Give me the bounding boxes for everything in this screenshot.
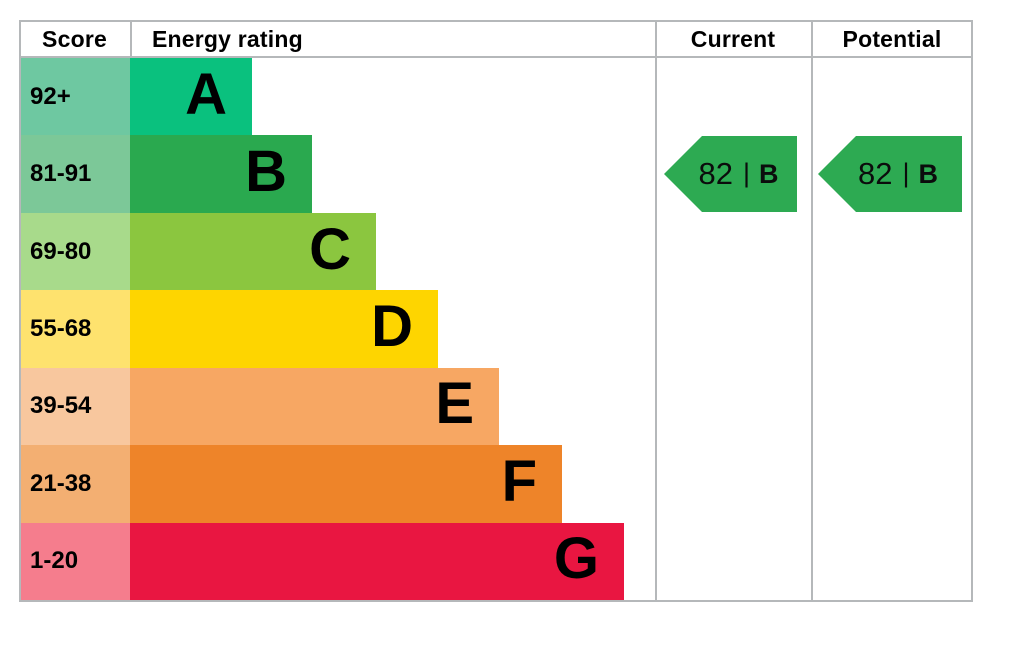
score-range-d: 55-68 bbox=[19, 290, 130, 368]
potential-rating-separator: | bbox=[902, 157, 910, 188]
epc-table: Score Energy rating Current Potential 92… bbox=[19, 20, 973, 602]
table-border-right bbox=[971, 20, 973, 602]
band-rows: 92+ A 81-91 B 69-80 C 55-68 D 39-54 E 21-38 F 1-20 G bbox=[19, 58, 655, 600]
score-range-f: 21-38 bbox=[19, 445, 130, 523]
potential-rating-arrow: 82 | B bbox=[818, 136, 962, 212]
potential-rating-band: B bbox=[918, 158, 939, 189]
band-row-f: 21-38 F bbox=[19, 445, 655, 523]
header-separator-line bbox=[19, 56, 973, 58]
band-letter-e: E bbox=[435, 371, 474, 437]
band-letter-a: A bbox=[185, 61, 227, 127]
table-border-bottom bbox=[19, 600, 973, 602]
score-column-separator-line bbox=[130, 20, 132, 58]
current-column-header: Current bbox=[690, 25, 776, 52]
current-rating-separator: | bbox=[742, 157, 750, 188]
band-bar-g: G bbox=[130, 522, 624, 600]
band-letter-f: F bbox=[501, 448, 537, 514]
score-column-header: Score bbox=[42, 25, 107, 52]
current-column-separator-line bbox=[655, 20, 657, 602]
band-letter-d: D bbox=[371, 293, 413, 359]
score-range-a: 92+ bbox=[19, 58, 130, 136]
band-row-e: 39-54 E bbox=[19, 367, 655, 446]
band-bar-b: B bbox=[130, 135, 312, 213]
potential-column-separator-line bbox=[811, 20, 813, 602]
score-range-g: 1-20 bbox=[19, 522, 130, 600]
table-border-left bbox=[19, 20, 21, 602]
table-border-top bbox=[19, 20, 973, 22]
current-rating-band: B bbox=[759, 158, 779, 189]
potential-column-header: Potential bbox=[842, 25, 942, 52]
band-row-d: 55-68 D bbox=[19, 290, 655, 368]
band-letter-c: C bbox=[309, 216, 351, 282]
band-bar-a: A bbox=[130, 58, 252, 136]
band-row-b: 81-91 B bbox=[19, 135, 655, 213]
energy-rating-column-header: Energy rating bbox=[152, 25, 303, 52]
potential-rating-score: 82 bbox=[858, 156, 893, 191]
band-bar-e: E bbox=[130, 367, 499, 446]
band-row-g: 1-20 G bbox=[19, 522, 655, 600]
band-bar-d: D bbox=[130, 290, 438, 368]
band-bar-c: C bbox=[130, 212, 376, 291]
band-letter-b: B bbox=[245, 139, 287, 205]
score-range-c: 69-80 bbox=[19, 212, 130, 291]
score-range-e: 39-54 bbox=[19, 367, 130, 446]
band-row-c: 69-80 C bbox=[19, 212, 655, 291]
current-rating-score: 82 bbox=[698, 156, 733, 191]
current-rating-arrow: 82 | B bbox=[664, 136, 797, 212]
score-range-b: 81-91 bbox=[19, 135, 130, 213]
band-bar-f: F bbox=[130, 445, 562, 523]
band-letter-g: G bbox=[553, 526, 599, 592]
band-row-a: 92+ A bbox=[19, 58, 655, 136]
